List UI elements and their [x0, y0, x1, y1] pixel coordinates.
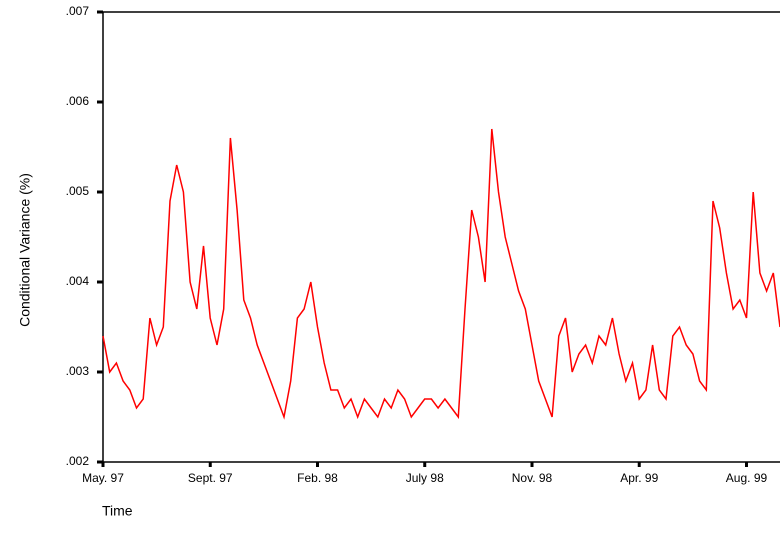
x-axis-label: Time — [102, 503, 133, 519]
x-tick-label: Aug. 99 — [726, 471, 768, 485]
x-tick-label: Feb. 98 — [297, 471, 338, 485]
y-tick-label: .006 — [66, 94, 90, 108]
x-tick-label: July 98 — [406, 471, 444, 485]
y-tick-label: .002 — [66, 454, 90, 468]
y-tick-label: .004 — [66, 274, 90, 288]
y-tick-label: .007 — [66, 4, 90, 18]
x-tick-label: Nov. 98 — [512, 471, 553, 485]
y-tick-label: .005 — [66, 184, 90, 198]
y-axis-label: Conditional Variance (%) — [17, 173, 33, 327]
x-tick-label: Sept. 97 — [188, 471, 233, 485]
x-tick-label: May. 97 — [82, 471, 124, 485]
data-line — [102, 128, 780, 420]
y-tick-label: .003 — [66, 364, 90, 378]
x-tick-label: Apr. 99 — [620, 471, 658, 485]
